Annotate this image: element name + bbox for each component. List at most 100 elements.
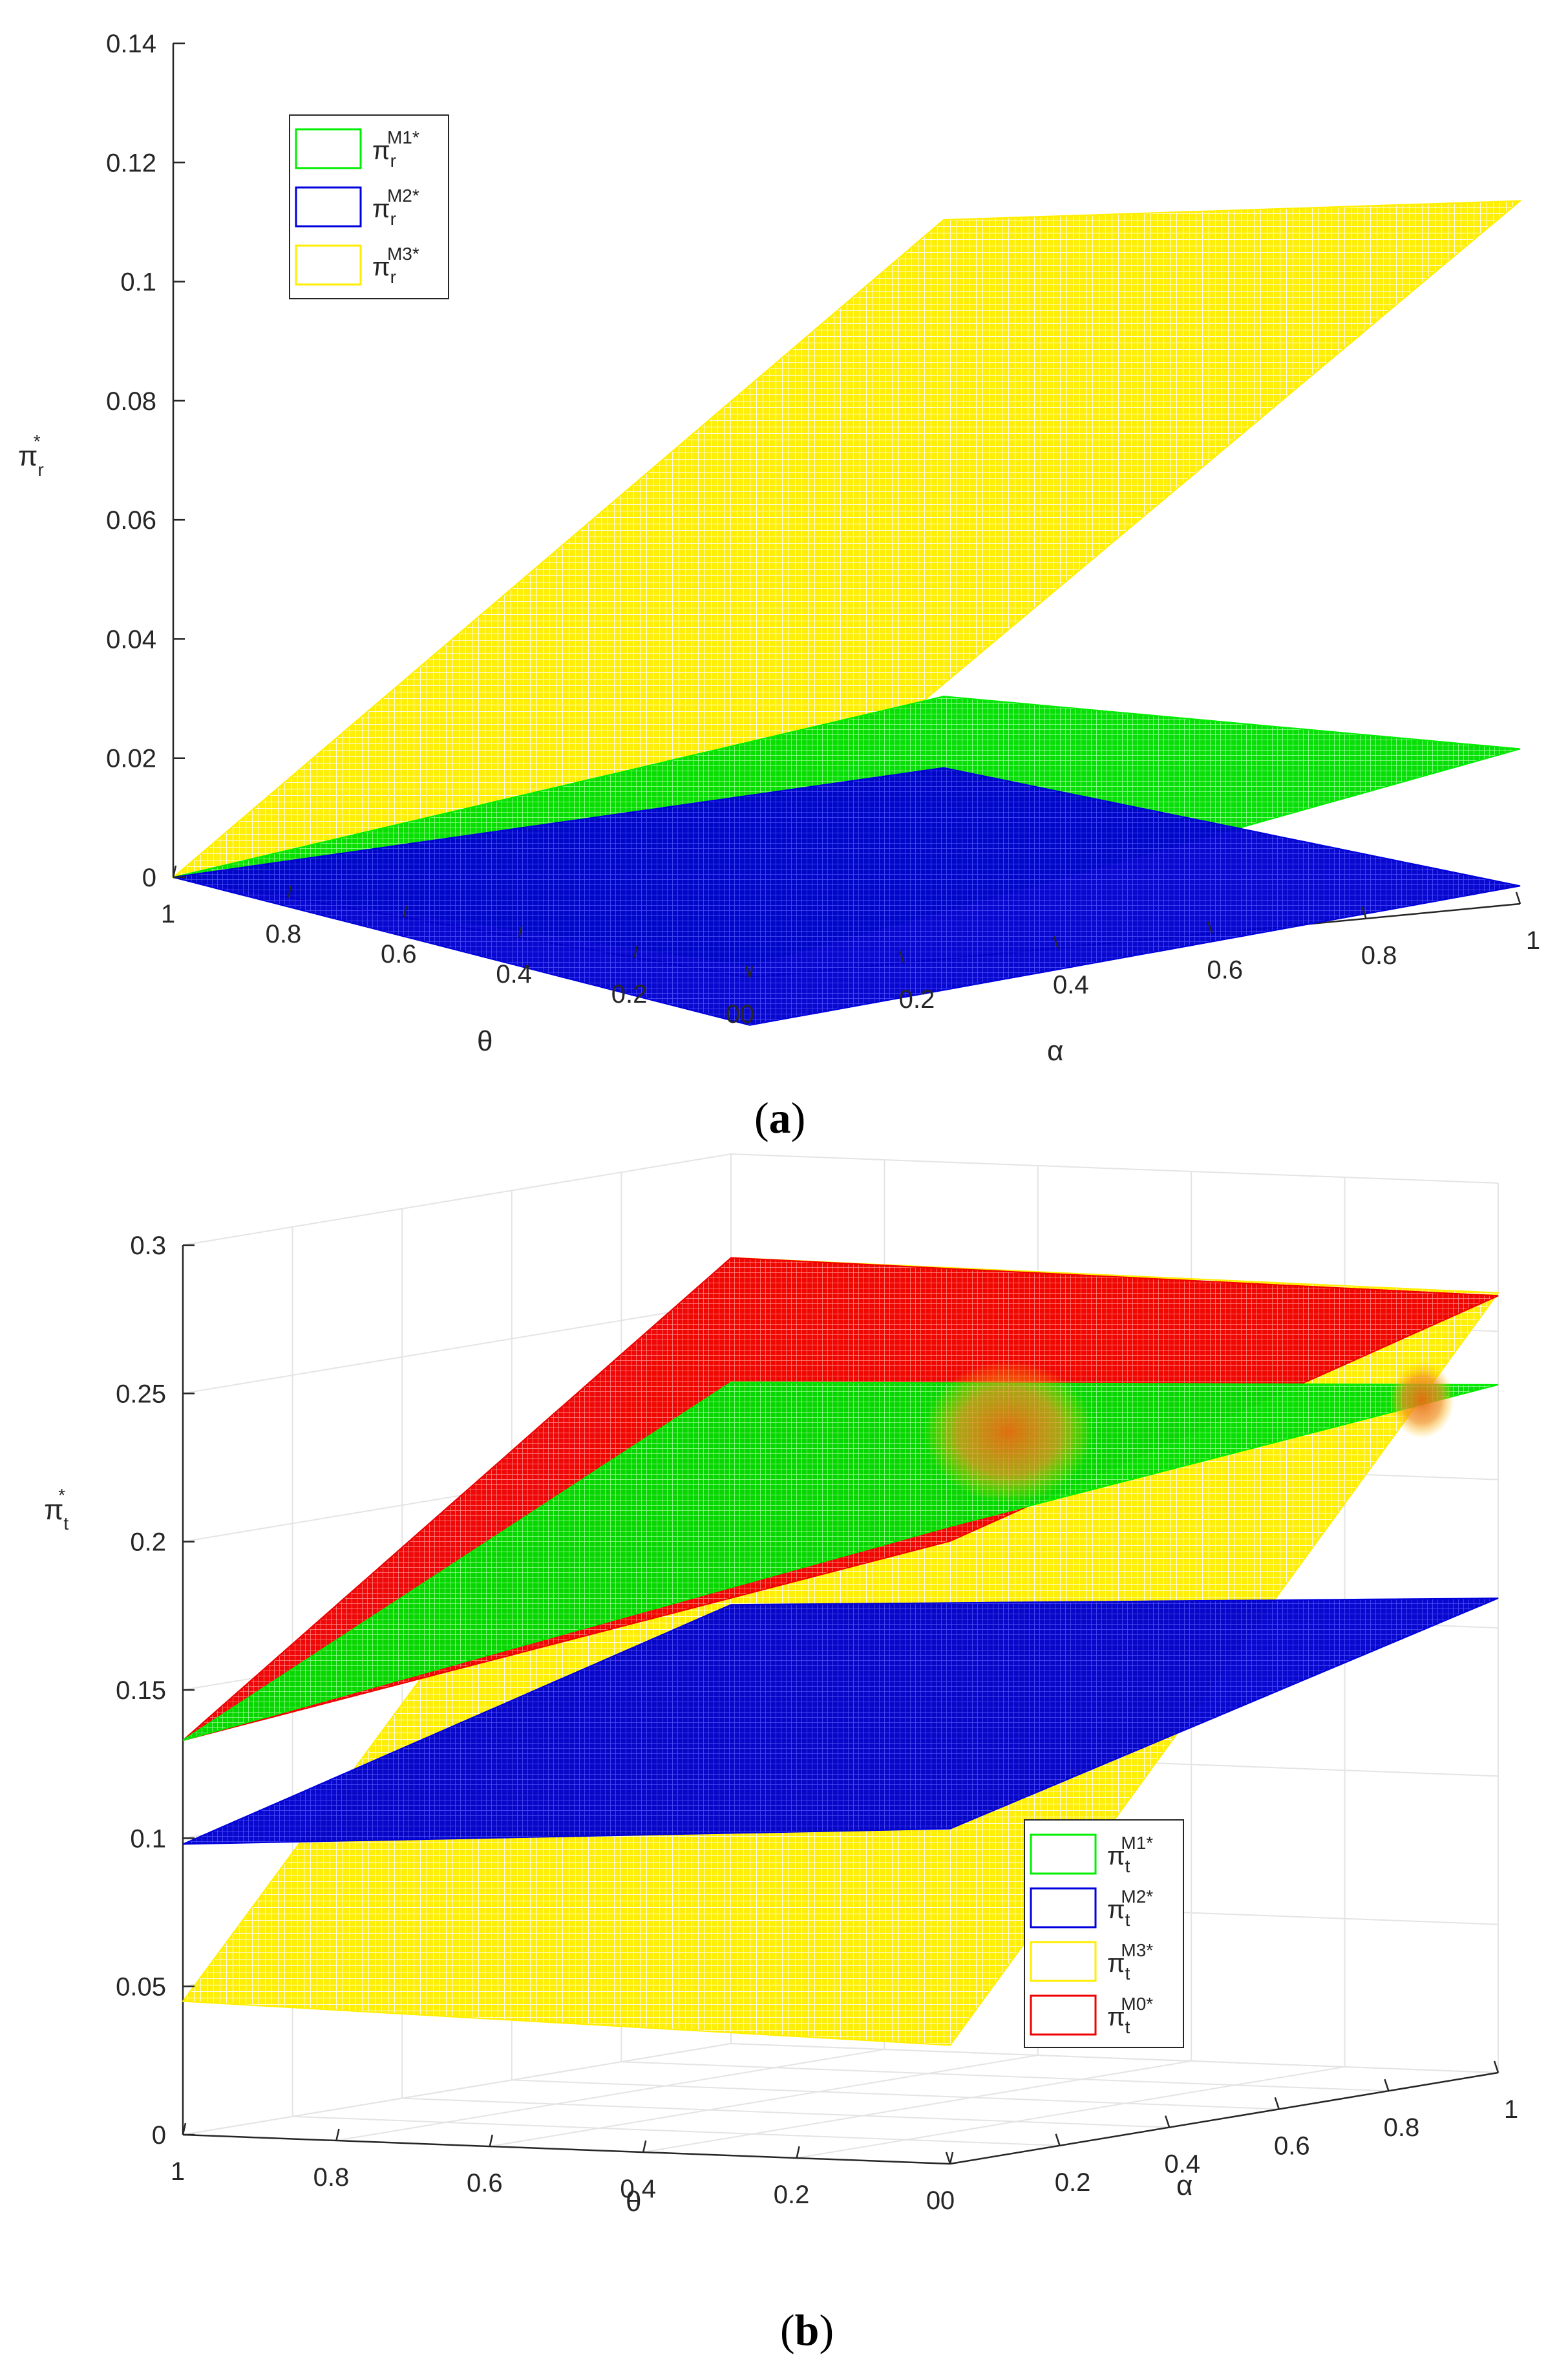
z-tick-label: 0.08 bbox=[106, 387, 156, 416]
gridline-z-6 bbox=[182, 1153, 1499, 1246]
alpha-axis-line bbox=[949, 2071, 1499, 2165]
theta-tick-mark bbox=[335, 2128, 340, 2141]
panel-a-surfaces bbox=[171, 200, 1522, 1026]
alpha-tick-label: 0 bbox=[740, 1000, 754, 1029]
alpha-tick-mark bbox=[1053, 936, 1059, 948]
alpha-tick-mark bbox=[1384, 2078, 1390, 2091]
gridline-floor-alpha-2 bbox=[402, 2097, 1170, 2128]
panel-b-legend: πtM1* πtM2* πtM3* πtM0* bbox=[1024, 1819, 1184, 2048]
panel-b-caption: (b) bbox=[780, 2305, 834, 2355]
alpha-tick-mark bbox=[899, 950, 905, 963]
legend-swatch-M2 bbox=[295, 186, 362, 228]
overlap-highlight bbox=[924, 1361, 1092, 1503]
alpha-tick-label: 0 bbox=[940, 2186, 955, 2215]
theta-tick-label: 0.6 bbox=[381, 940, 417, 968]
gridline-floor-alpha-3 bbox=[511, 2079, 1279, 2110]
legend-label-M1: πtM1* bbox=[1107, 1833, 1153, 1876]
panel-a-ticks: 0 0.02 0.04 0.06 0.08 0.1 0.12 0.14 0.2 0.4 0.6 0.8… bbox=[106, 30, 1540, 1029]
alpha-tick-label: 0.8 bbox=[1384, 2113, 1420, 2142]
theta-tick-mark bbox=[949, 2152, 954, 2164]
z-tick-label: 0.04 bbox=[106, 625, 156, 654]
alpha-tick-label: 0.8 bbox=[1361, 941, 1397, 970]
z-tick-label: 0.3 bbox=[130, 1232, 166, 1260]
z-tick-label: 0.2 bbox=[130, 1528, 166, 1557]
legend-swatch-M3 bbox=[1030, 1941, 1097, 1982]
z-tick-label: 0.14 bbox=[106, 30, 156, 58]
legend-swatch-M0 bbox=[1030, 1994, 1097, 2036]
z-tick-label: 0.12 bbox=[106, 149, 156, 177]
z-tick-label: 0.25 bbox=[116, 1380, 166, 1408]
alpha-tick-mark bbox=[945, 2152, 951, 2164]
theta-tick-mark bbox=[748, 965, 754, 978]
theta-tick-mark bbox=[633, 945, 638, 958]
legend-label-M0: πtM0* bbox=[1107, 1994, 1153, 2037]
alpha-tick-mark bbox=[1515, 892, 1521, 904]
z-tick-label: 0.15 bbox=[116, 1676, 166, 1705]
alpha-tick-mark bbox=[745, 965, 751, 978]
surface-M2-b bbox=[182, 1597, 1499, 1845]
panel-b-zlabel: πt* bbox=[44, 1485, 69, 1533]
alpha-tick-label: 1 bbox=[1504, 2095, 1518, 2124]
theta-tick-mark bbox=[403, 905, 408, 918]
panel-a-caption: (a) bbox=[754, 1093, 805, 1142]
theta-tick-label: 0.2 bbox=[611, 980, 648, 1009]
legend-swatch-M3 bbox=[295, 244, 362, 286]
alpha-tick-label: 0.2 bbox=[899, 985, 935, 1014]
alpha-tick-mark bbox=[1055, 2133, 1061, 2146]
theta-tick-mark bbox=[796, 2146, 800, 2159]
z-tick-label: 0.02 bbox=[106, 745, 156, 773]
theta-tick-mark bbox=[642, 2140, 647, 2153]
alpha-tick-label: 0.6 bbox=[1207, 956, 1243, 985]
legend-swatch-M1 bbox=[1030, 1833, 1097, 1875]
overlap-highlight bbox=[1390, 1361, 1454, 1438]
legend-label-M3: πtM3* bbox=[1107, 1940, 1153, 1983]
theta-tick-mark bbox=[182, 2122, 187, 2135]
gridline-floor-theta-1 bbox=[796, 2066, 1345, 2159]
panel-a-zlabel: πr* bbox=[18, 431, 44, 480]
alpha-tick-mark bbox=[1274, 2097, 1280, 2110]
legend-label-M3: πrM3* bbox=[372, 244, 419, 287]
surface-M1-b bbox=[182, 1382, 1499, 1741]
panel-b: 00.050.10.150.20.250.30.20.40.60.8100.20… bbox=[44, 1153, 1518, 2355]
theta-tick-label: 0.8 bbox=[266, 920, 302, 948]
gridline-floor-theta-5 bbox=[182, 2043, 732, 2135]
alpha-tick-label: 0.6 bbox=[1274, 2131, 1310, 2160]
theta-axis-line bbox=[182, 2133, 951, 2165]
theta-tick-label: 0 bbox=[926, 2186, 940, 2215]
theta-tick-mark bbox=[172, 865, 177, 878]
panel-b-surfaces bbox=[182, 1257, 1499, 2046]
alpha-tick-mark bbox=[1361, 906, 1367, 919]
panel-b-ylabel: θ bbox=[626, 2186, 641, 2217]
gridline-floor-theta-3 bbox=[489, 2055, 1038, 2147]
panel-a-ylabel: θ bbox=[477, 1025, 493, 1057]
gridline-floor-alpha-5 bbox=[730, 2043, 1499, 2073]
legend-swatch-M2 bbox=[1030, 1887, 1097, 1928]
panel-a: 0 0.02 0.04 0.06 0.08 0.1 0.12 0.14 0.2 0.4 0.6 0.8… bbox=[18, 30, 1540, 1142]
theta-tick-label: 0.8 bbox=[313, 2163, 350, 2192]
z-tick-label: 0.1 bbox=[120, 268, 156, 297]
panel-a-legend: πrM1* πrM2* πrM3* bbox=[289, 114, 449, 299]
theta-tick-label: 0 bbox=[726, 1000, 740, 1029]
gridline-floor-alpha-1 bbox=[292, 2115, 1060, 2146]
theta-tick-label: 0.4 bbox=[496, 960, 532, 988]
theta-tick-mark bbox=[288, 885, 292, 898]
theta-tick-mark bbox=[518, 925, 523, 938]
theta-tick-label: 0.2 bbox=[774, 2181, 810, 2209]
z-tick-label: 0 bbox=[142, 864, 156, 892]
theta-tick-label: 0.4 bbox=[620, 2175, 656, 2203]
theta-tick-mark bbox=[489, 2134, 494, 2147]
surface-M2-a bbox=[173, 767, 1521, 1026]
theta-tick-label: 0.6 bbox=[467, 2169, 503, 2197]
alpha-tick-mark bbox=[1207, 921, 1213, 934]
legend-label-M1: πrM1* bbox=[372, 127, 419, 171]
z-tick-label: 0.06 bbox=[106, 506, 156, 535]
panel-a-xlabel: α bbox=[1047, 1035, 1063, 1067]
alpha-tick-mark bbox=[1165, 2115, 1171, 2128]
alpha-tick-label: 0.4 bbox=[1164, 2150, 1200, 2179]
gridline-floor-alpha-4 bbox=[621, 2061, 1389, 2092]
panel-b-ticks: 00.050.10.150.20.250.30.20.40.60.8100.20… bbox=[116, 1232, 1518, 2215]
legend-swatch-M1 bbox=[295, 128, 362, 169]
z-tick-label: 0.05 bbox=[116, 1973, 166, 2002]
legend-label-M2: πrM2* bbox=[372, 186, 419, 229]
